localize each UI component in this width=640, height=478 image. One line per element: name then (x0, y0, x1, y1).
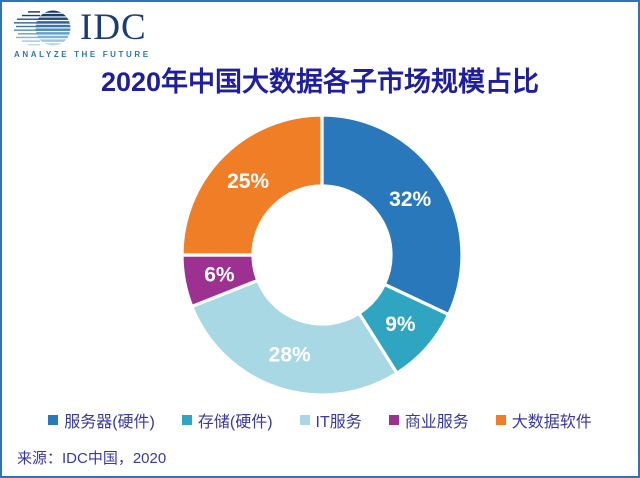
legend-label: 存储(硬件) (197, 414, 273, 431)
legend-swatch-icon (388, 415, 399, 425)
legend-item-2: IT服务 (299, 408, 362, 432)
legend-label: IT服务 (315, 414, 362, 431)
legend-label: 商业服务 (404, 414, 469, 431)
legend-swatch-icon (495, 415, 506, 425)
slice-label-0: 32% (389, 188, 431, 211)
idc-globe-icon (14, 10, 71, 46)
idc-brand-text: IDC (80, 7, 147, 48)
donut-segment-2 (190, 278, 399, 397)
idc-tagline: ANALYZE THE FUTURE (14, 50, 151, 59)
legend-item-1: 存储(硬件) (181, 408, 273, 432)
donut-chart-svg: 32% 9% 28% 6% 25% (180, 113, 464, 397)
slice-label-3: 6% (204, 264, 235, 287)
slice-label-2: 28% (269, 343, 311, 366)
slice-label-1: 9% (385, 313, 416, 336)
chart-title: 2020年中国大数据各子市场规模占比 (100, 67, 540, 97)
legend-swatch-icon (299, 415, 310, 425)
legend-item-0: 服务器(硬件) (48, 408, 155, 432)
legend-item-4: 大数据软件 (495, 408, 592, 432)
legend-item-3: 商业服务 (388, 408, 469, 432)
legend-label: 大数据软件 (511, 414, 592, 431)
legend-label: 服务器(硬件) (64, 414, 155, 431)
source-note: 来源：IDC中国，2020 (17, 450, 167, 467)
chart-legend: 服务器(硬件) 存储(硬件) IT服务 商业服务 大数据软件 (2, 408, 638, 432)
legend-swatch-icon (48, 415, 59, 425)
slice-label-4: 25% (227, 170, 269, 193)
donut-segment-4 (180, 113, 324, 257)
donut-chart: 32% 9% 28% 6% 25% (162, 105, 482, 405)
legend-swatch-icon (181, 415, 192, 425)
donut-segment-0 (320, 113, 464, 317)
idc-logo: IDC ANALYZE THE FUTURE (14, 9, 174, 59)
